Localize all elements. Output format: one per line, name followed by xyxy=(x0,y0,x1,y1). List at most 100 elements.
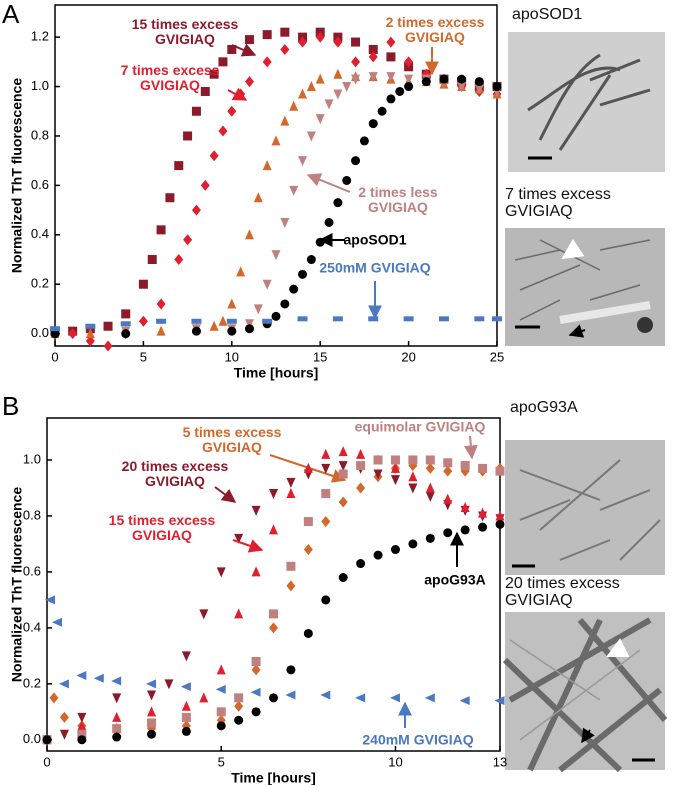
x-tick-label: 20 xyxy=(401,349,415,364)
data-point xyxy=(244,229,254,240)
data-point xyxy=(51,617,62,627)
data-point xyxy=(386,36,396,48)
data-point xyxy=(227,44,237,54)
data-point xyxy=(164,679,174,690)
micrograph-caption: apoG93A xyxy=(510,399,578,416)
data-point xyxy=(216,664,226,675)
data-point xyxy=(333,89,343,100)
data-point xyxy=(386,72,396,83)
micrograph-caption: 20 times excess GVIGIAQ xyxy=(505,575,620,609)
data-point xyxy=(289,284,299,294)
data-point xyxy=(253,192,263,203)
data-point xyxy=(303,462,313,473)
y-tick-label: 0.8 xyxy=(23,507,41,522)
data-point xyxy=(356,448,366,459)
data-point xyxy=(138,279,148,289)
data-point xyxy=(306,131,316,142)
data-point xyxy=(251,505,261,516)
data-point xyxy=(191,318,202,324)
data-point xyxy=(183,234,193,246)
data-point xyxy=(425,533,435,543)
data-point xyxy=(218,315,228,326)
data-point xyxy=(443,465,453,477)
x-tick-label: 5 xyxy=(218,754,225,769)
data-point xyxy=(58,679,69,689)
data-point xyxy=(271,135,281,146)
data-point xyxy=(234,715,244,725)
data-point xyxy=(286,488,296,499)
data-point xyxy=(386,94,396,104)
data-point xyxy=(356,482,366,494)
data-point xyxy=(77,720,87,731)
data-point xyxy=(227,298,237,309)
data-point xyxy=(85,335,95,347)
data-point xyxy=(215,684,226,694)
data-point xyxy=(147,690,157,701)
series-label: 250mM GVIGIAQ xyxy=(319,259,431,276)
x-tick-label: 25 xyxy=(490,349,504,364)
data-point xyxy=(368,44,378,54)
data-point xyxy=(156,225,166,235)
data-point xyxy=(389,693,400,703)
data-point xyxy=(112,724,122,734)
data-point xyxy=(286,561,296,571)
data-point xyxy=(338,446,348,457)
data-point xyxy=(183,131,193,141)
data-point xyxy=(218,125,228,137)
data-point xyxy=(227,326,237,336)
data-point xyxy=(289,185,299,196)
data-point xyxy=(262,30,272,40)
data-point xyxy=(138,315,148,327)
data-point xyxy=(351,37,361,47)
data-point xyxy=(333,198,343,208)
data-point xyxy=(262,56,272,68)
data-point xyxy=(495,510,505,521)
micrograph-2 xyxy=(505,228,665,346)
data-point xyxy=(174,254,184,266)
data-point xyxy=(112,693,122,704)
data-point xyxy=(234,533,244,544)
data-point xyxy=(253,304,263,315)
data-point xyxy=(226,318,237,324)
data-point xyxy=(492,316,502,322)
data-point xyxy=(280,299,290,309)
data-point xyxy=(333,36,343,48)
data-point xyxy=(342,175,352,185)
data-point xyxy=(269,622,278,634)
series-label: equimolar GVIGIAQ xyxy=(354,418,486,435)
data-point xyxy=(147,718,157,728)
data-point xyxy=(425,462,435,474)
data-point xyxy=(216,707,226,717)
data-point xyxy=(390,545,400,555)
data-point xyxy=(408,539,418,549)
annotation-arrow xyxy=(232,539,264,553)
data-point xyxy=(356,461,366,471)
y-tick-label: 1.2 xyxy=(31,29,49,44)
data-point xyxy=(77,712,87,723)
data-point xyxy=(227,105,237,117)
data-point xyxy=(216,567,226,578)
data-point xyxy=(474,84,484,95)
data-point xyxy=(200,179,210,191)
y-tick-label: 0.8 xyxy=(31,127,49,142)
data-point xyxy=(303,544,313,556)
x-axis-label: Time [hours] xyxy=(231,770,316,785)
series-label: 7 times excess GVIGIAQ xyxy=(120,62,220,93)
data-point xyxy=(404,74,414,85)
annotation-arrow xyxy=(227,87,248,101)
data-point xyxy=(425,491,435,502)
data-point xyxy=(478,507,488,518)
data-point xyxy=(368,72,378,83)
data-point xyxy=(457,74,467,84)
x-tick-label: 10 xyxy=(388,754,402,769)
data-point xyxy=(386,52,396,62)
data-point xyxy=(181,651,191,662)
data-point xyxy=(460,502,470,513)
data-point xyxy=(262,160,272,171)
data-point xyxy=(234,700,244,712)
data-point xyxy=(93,673,104,683)
y-tick-label: 0.0 xyxy=(23,731,41,746)
series-label: 20 times excess GVIGIAQ xyxy=(121,458,229,489)
data-point xyxy=(147,255,157,265)
series-label: 15 times excess GVIGIAQ xyxy=(131,16,239,47)
